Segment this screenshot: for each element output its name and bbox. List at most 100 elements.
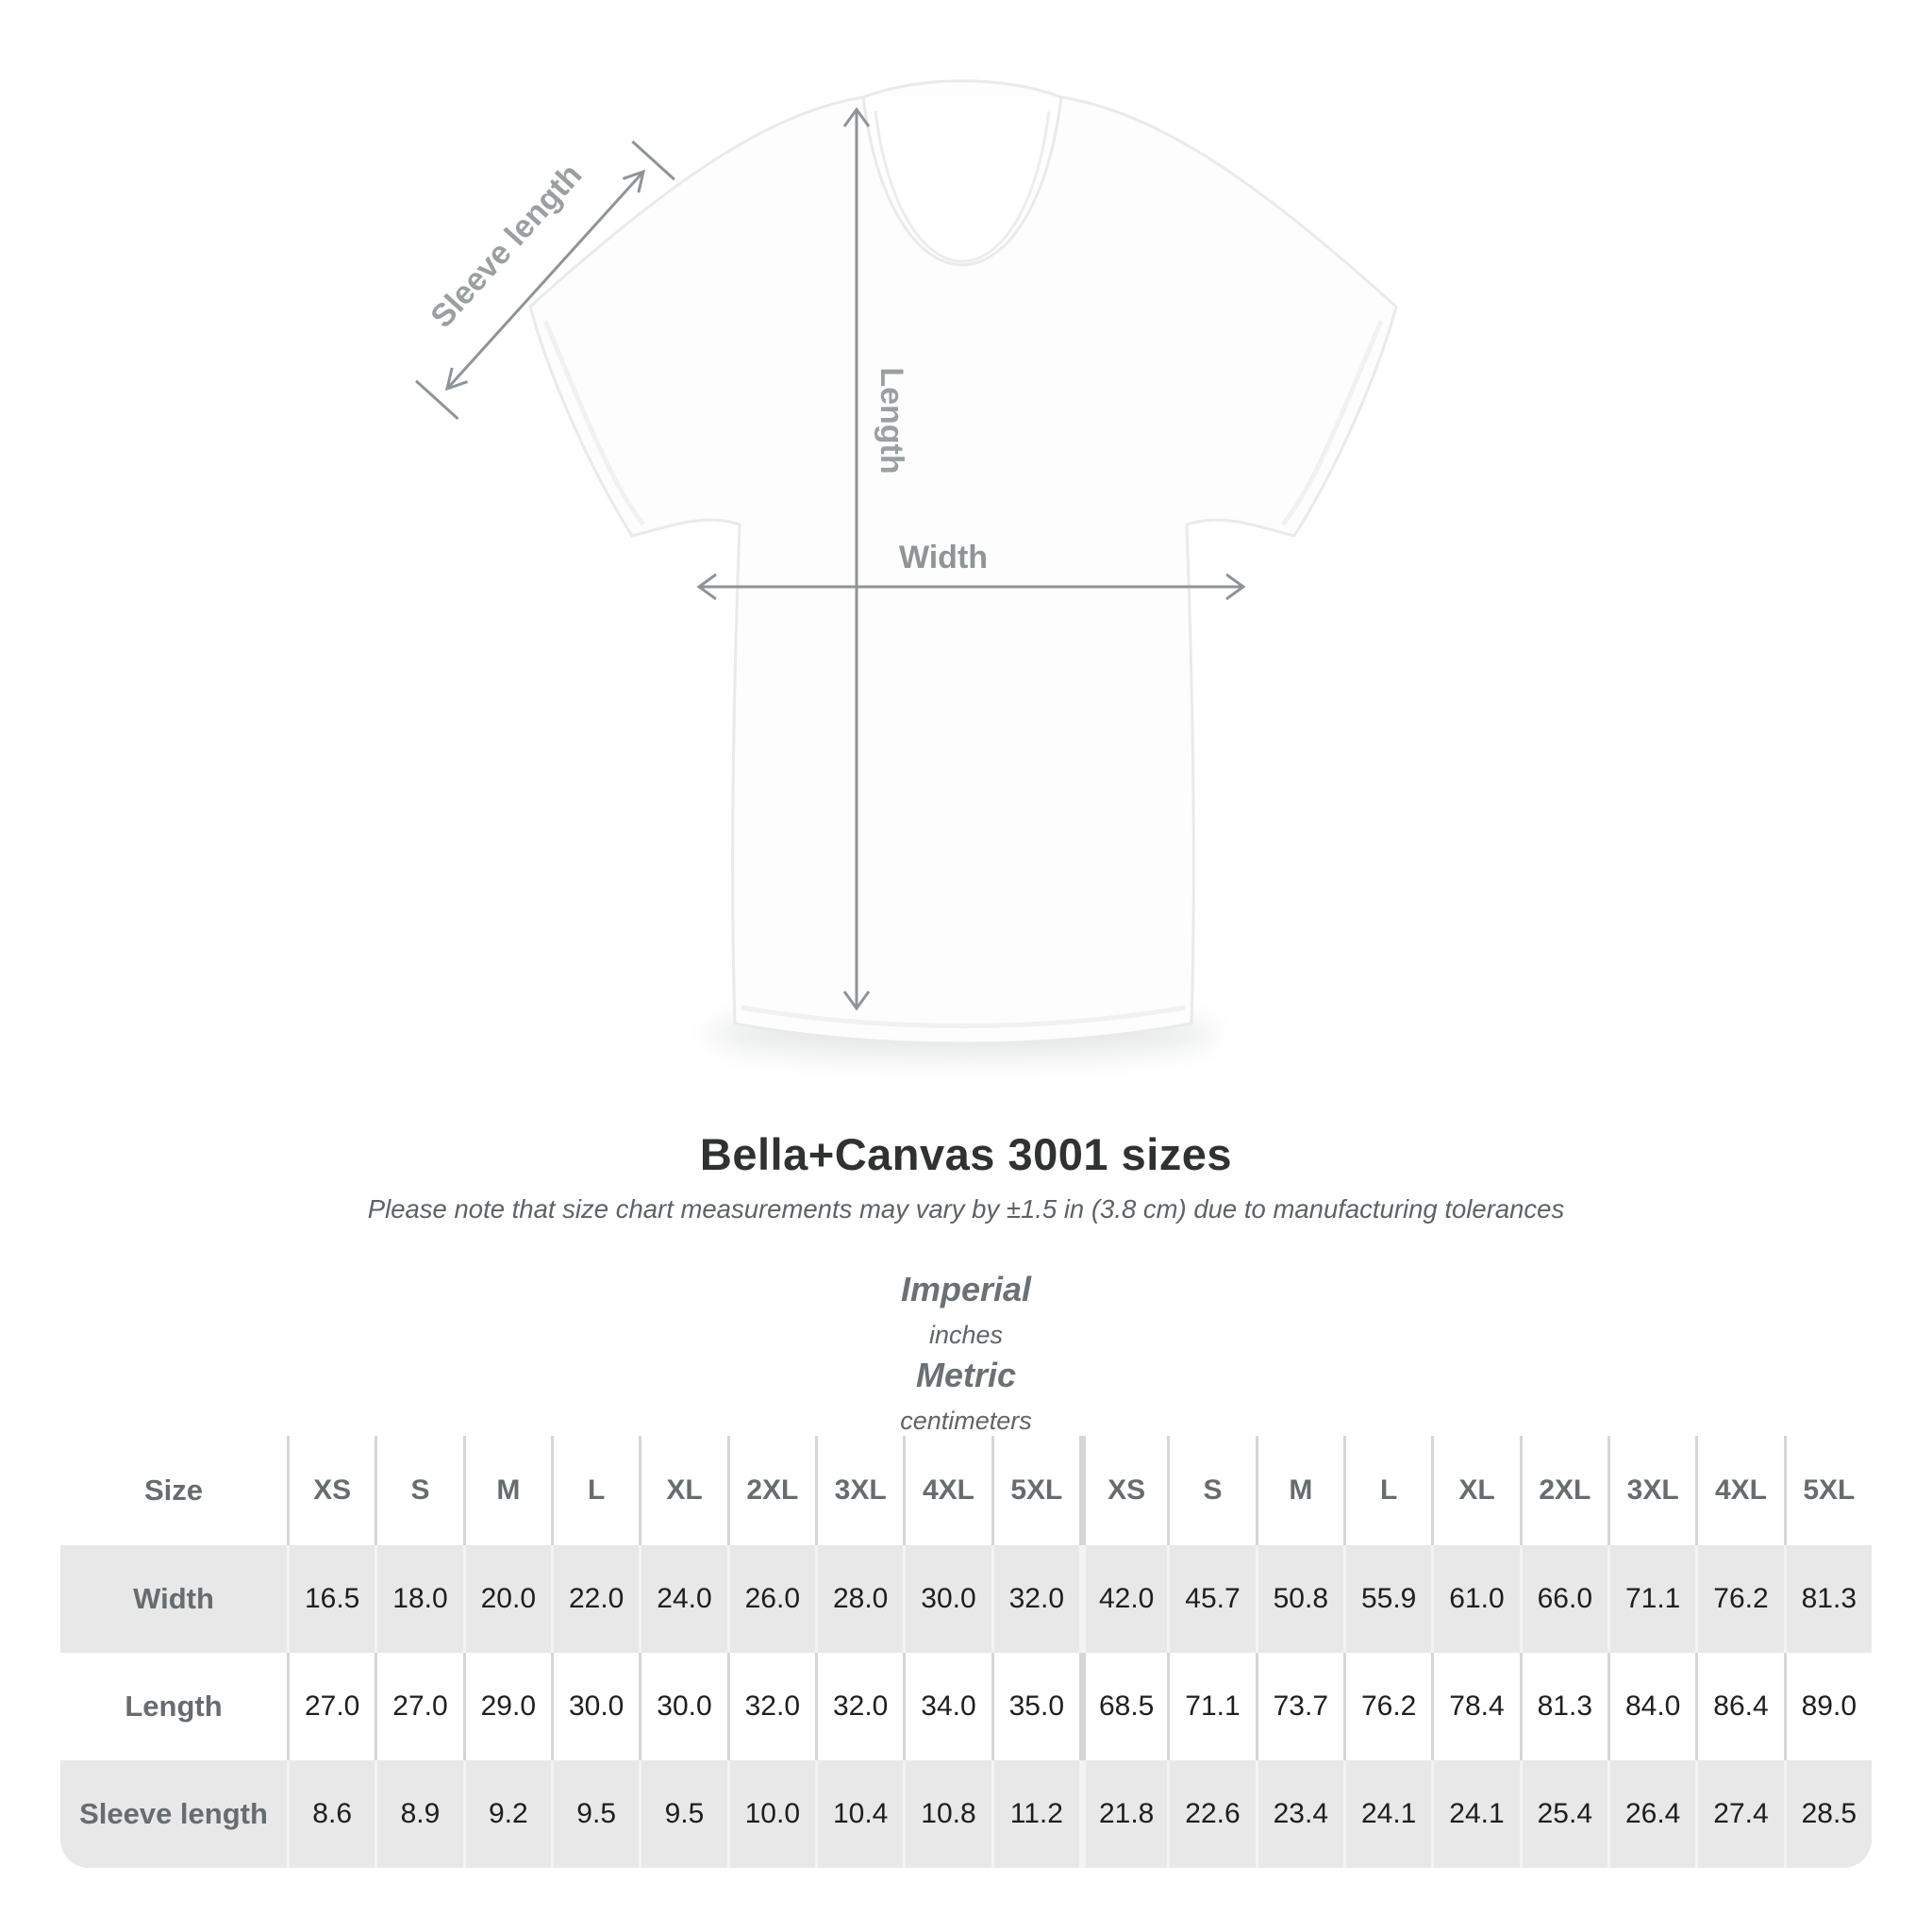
size-value-cell: 26.0 (726, 1545, 815, 1653)
size-value-cell: 35.0 (991, 1653, 1079, 1760)
size-value-cell: 24.1 (1343, 1760, 1431, 1868)
size-value-cell: 30.0 (639, 1653, 726, 1760)
size-value-cell: 42.0 (1079, 1545, 1167, 1653)
size-row-label: Size (143, 1474, 204, 1507)
size-value-cell: 32.0 (991, 1545, 1079, 1653)
size-value-cell: 10.0 (726, 1760, 815, 1868)
size-value-cell: 50.8 (1255, 1545, 1343, 1653)
size-value-cell: 73.7 (1255, 1653, 1343, 1760)
sleeve-arrowhead-bottom (444, 367, 469, 391)
table-row: Size XS S M L XL 2XL 3XL 4XL 5XL XS S M L XL 2XL 3XL 4XL 5… (60, 1436, 1872, 1545)
table-row: Sleeve length 8.6 8.9 9.2 9.5 9.5 10.0 10.4 10.8… (60, 1760, 1872, 1868)
metric-unit-label: centimeters (900, 1407, 1032, 1435)
size-value-cell: 27.0 (287, 1653, 375, 1760)
size-value-cell: 55.9 (1343, 1545, 1431, 1653)
size-value-cell: 16.5 (287, 1545, 375, 1653)
size-value-cell: 66.0 (1519, 1545, 1607, 1653)
size-value-cell: 9.5 (551, 1760, 639, 1868)
width-label: Width (899, 540, 988, 575)
length-arrowhead-bottom (842, 991, 871, 1011)
size-value-cell: 30.0 (903, 1545, 991, 1653)
size-value-cell: 21.8 (1079, 1760, 1167, 1868)
length-label: Length (874, 367, 909, 474)
table-row: Length 27.0 27.0 29.0 30.0 30.0 32.0 32.0 34.0 35… (60, 1653, 1872, 1760)
size-value-cell: 10.4 (815, 1760, 903, 1868)
size-col-header: M (462, 1436, 551, 1545)
tshirt-body (528, 95, 1398, 1045)
width-arrowhead-left (696, 573, 717, 601)
size-value-cell: 81.3 (1783, 1545, 1872, 1653)
size-value-cell: 45.7 (1167, 1545, 1255, 1653)
size-value-cell: 34.0 (903, 1653, 991, 1760)
metric-group-header: Metric centimeters (60, 1350, 1872, 1436)
size-value-cell: 32.0 (726, 1653, 815, 1760)
size-col-header: 3XL (815, 1436, 903, 1545)
row-label: Length (125, 1690, 223, 1723)
size-value-cell: 26.4 (1607, 1760, 1695, 1868)
size-table: Imperial inches Metric centimeters Size X… (60, 1264, 1872, 1868)
collar-rib (874, 110, 1051, 263)
width-arrowhead-right (1225, 573, 1246, 601)
table-row: Width 16.5 18.0 20.0 22.0 24.0 26.0 28.0 30.0 32.… (60, 1545, 1872, 1653)
hem-seam (741, 1005, 1186, 1028)
size-value-cell: 61.0 (1431, 1545, 1519, 1653)
size-value-cell: 28.5 (1783, 1760, 1872, 1868)
sleeve-arrowhead-top (622, 169, 646, 193)
length-arrowhead-top (842, 107, 871, 127)
row-label: Sleeve length (79, 1797, 268, 1830)
size-value-cell: 11.2 (991, 1760, 1079, 1868)
size-value-cell: 89.0 (1783, 1653, 1872, 1760)
tshirt-svg: Sleeve length Length Width (414, 79, 1398, 1058)
size-col-header: 3XL (1607, 1436, 1695, 1545)
size-value-cell: 22.0 (551, 1545, 639, 1653)
imperial-group-header: Imperial inches (60, 1264, 1872, 1350)
sleeve-tick-top (631, 140, 675, 181)
size-value-cell: 84.0 (1607, 1653, 1695, 1760)
page-subtitle: Please note that size chart measurements… (367, 1194, 1565, 1224)
sleeve-tick-bottom (414, 379, 459, 421)
size-value-cell: 22.6 (1167, 1760, 1255, 1868)
size-value-cell: 86.4 (1695, 1653, 1783, 1760)
page-title: Bella+Canvas 3001 sizes (699, 1129, 1233, 1179)
size-col-header: 2XL (726, 1436, 815, 1545)
size-value-cell: 78.4 (1431, 1653, 1519, 1760)
size-col-header: S (1167, 1436, 1255, 1545)
row-label: Width (133, 1582, 214, 1615)
size-col-header: XL (639, 1436, 726, 1545)
size-value-cell: 27.0 (375, 1653, 462, 1760)
size-value-cell: 30.0 (551, 1653, 639, 1760)
sleeve-arrow-line (445, 170, 645, 391)
size-value-cell: 18.0 (375, 1545, 462, 1653)
size-table-rows: Size XS S M L XL 2XL 3XL 4XL 5XL XS S M L XL 2XL 3XL 4XL 5… (60, 1436, 1872, 1868)
size-col-header: S (375, 1436, 462, 1545)
size-value-cell: 8.9 (375, 1760, 462, 1868)
size-value-cell: 71.1 (1167, 1653, 1255, 1760)
size-value-cell: 25.4 (1519, 1760, 1607, 1868)
size-value-cell: 24.0 (639, 1545, 726, 1653)
right-cuff-seam (1280, 320, 1384, 526)
size-col-header: XL (1431, 1436, 1519, 1545)
size-col-header: L (1343, 1436, 1431, 1545)
tshirt-diagram: Sleeve length Length Width (414, 79, 1398, 1058)
size-col-header: 4XL (1695, 1436, 1783, 1545)
size-value-cell: 68.5 (1079, 1653, 1167, 1760)
size-value-cell: 27.4 (1695, 1760, 1783, 1868)
size-value-cell: 23.4 (1255, 1760, 1343, 1868)
size-value-cell: 76.2 (1343, 1653, 1431, 1760)
size-value-cell: 20.0 (462, 1545, 551, 1653)
size-value-cell: 32.0 (815, 1653, 903, 1760)
size-value-cell: 76.2 (1695, 1545, 1783, 1653)
collar-back (862, 79, 1062, 99)
metric-label: Metric (915, 1356, 1017, 1394)
left-cuff-seam (542, 320, 646, 526)
unit-band: Imperial inches Metric centimeters (60, 1264, 1872, 1436)
imperial-label: Imperial (900, 1270, 1032, 1308)
size-col-header: M (1255, 1436, 1343, 1545)
size-value-cell: 28.0 (815, 1545, 903, 1653)
size-value-cell: 10.8 (903, 1760, 991, 1868)
size-col-header: 5XL (1783, 1436, 1872, 1545)
size-value-cell: 71.1 (1607, 1545, 1695, 1653)
size-value-cell: 9.5 (639, 1760, 726, 1868)
imperial-unit-label: inches (928, 1321, 1004, 1349)
